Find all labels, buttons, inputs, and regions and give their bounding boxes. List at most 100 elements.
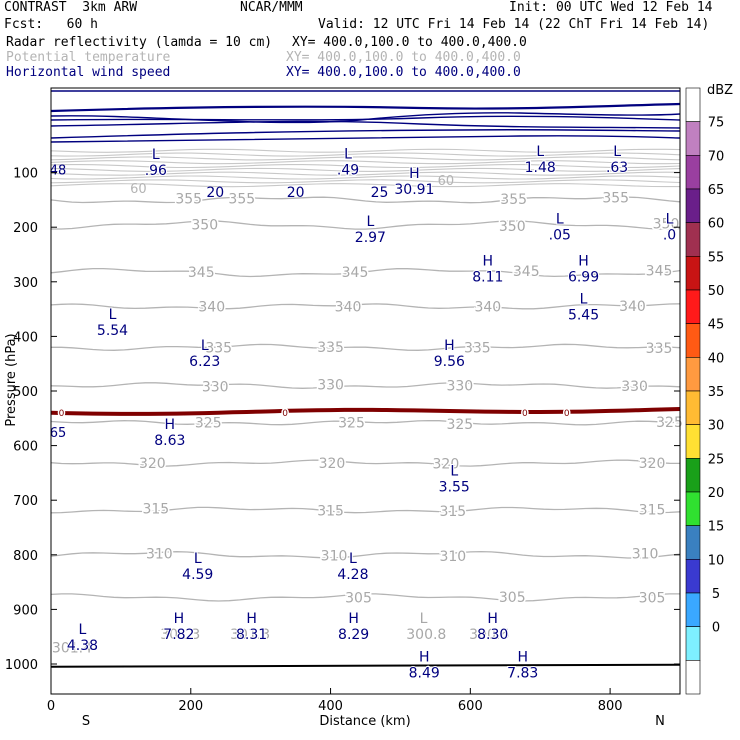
colorbar-level: 15	[708, 520, 725, 535]
zero-contour-label: 0	[522, 409, 528, 419]
isentrope-310	[50, 550, 681, 559]
wind-speed-layer: 20 20 25 0 0 0 0	[50, 90, 681, 420]
colorbar-swatch	[685, 491, 701, 526]
upper-isentrope	[50, 167, 681, 172]
x-end-left-label: S	[82, 714, 90, 729]
theta-extremum-type: L	[420, 611, 428, 627]
isentrope-label: 330	[202, 380, 229, 396]
extremum-value: 6.23	[189, 354, 220, 370]
extremum-h: H	[348, 611, 359, 627]
isentrope-label: 320	[433, 457, 460, 473]
extremum-l: L	[79, 622, 87, 638]
extremum-h: H	[578, 253, 589, 269]
isentrope-350	[51, 220, 681, 230]
isentrope-label: 310	[632, 547, 659, 563]
colorbar-level: 25	[708, 452, 725, 467]
isentrope-label: 315	[142, 501, 169, 517]
isentrope-label: 335	[205, 340, 232, 356]
upper-isentrope	[50, 179, 681, 184]
isentrope-label: 315	[639, 502, 666, 518]
wind-contour-label: 20	[206, 185, 224, 201]
colorbar-unit: dBZ	[707, 83, 733, 98]
isentrope-label: 340	[198, 299, 225, 315]
y-tick-label: 900	[13, 603, 38, 618]
x-tick-label: 400	[318, 699, 343, 714]
theta-extremum-value: 300.6	[469, 627, 509, 643]
edge-label: 60	[438, 174, 455, 189]
extremum-value: 4.28	[337, 567, 368, 583]
colorbar-level: 55	[708, 250, 725, 265]
colorbar-level: 75	[708, 116, 725, 131]
extremum-l: L	[366, 214, 374, 230]
y-tick-label: 200	[13, 221, 38, 236]
x-tick-label: 600	[458, 699, 483, 714]
isentrope-label: 310	[146, 547, 173, 563]
isentrope-label: 345	[188, 265, 215, 281]
isentrope-label: 325	[656, 415, 683, 431]
extremum-value: 6.99	[568, 269, 599, 285]
colorbar-level: 60	[708, 217, 725, 232]
isentrope-label: 350	[191, 217, 218, 233]
extremum-value: 8.30	[477, 627, 508, 643]
init-time: Init: 00 UTC Wed 12 Feb 14	[509, 0, 713, 15]
isentrope-label: 320	[319, 456, 346, 472]
wind-contour	[50, 135, 681, 143]
isentrope-330	[50, 382, 681, 389]
zero-contour-label: 0	[282, 409, 288, 419]
isentrope-label: 355	[500, 192, 527, 208]
extremum-l: L	[536, 144, 544, 160]
forecast-hour: Fcst: 60 h	[4, 17, 98, 32]
wind-contour	[50, 102, 681, 113]
y-tick-label: 300	[13, 276, 38, 291]
extremum-l: L	[194, 551, 202, 567]
wind-contour	[50, 115, 681, 121]
extremum-value: 8.31	[236, 627, 267, 643]
colorbar-level: 50	[708, 284, 725, 299]
extremum-l: L	[666, 211, 674, 227]
isentrope-label: 345	[646, 263, 673, 279]
isentrope-label: 355	[228, 191, 255, 207]
extremum-l: L	[580, 292, 588, 308]
colorbar-swatch	[685, 626, 701, 661]
colorbar-level: 45	[708, 318, 725, 333]
extremum-l: L	[613, 144, 621, 160]
field-reflectivity-name: Radar reflectivity (lamda = 10 cm)	[6, 35, 273, 50]
colorbar-swatch	[685, 424, 701, 459]
colorbar-swatch	[685, 188, 701, 223]
theta-extremum-value: 301.4	[52, 641, 92, 657]
extremum-h: H	[444, 338, 455, 354]
isentrope-325	[50, 419, 681, 426]
wind-contour-label: 20	[287, 185, 305, 201]
model-title: CONTRAST 3km ARW	[4, 0, 138, 15]
colorbar-swatch	[685, 559, 701, 594]
x-end-right-label: N	[655, 714, 665, 729]
isentrope-345	[50, 267, 681, 278]
isentrope-label: 345	[513, 264, 540, 280]
isentrope-355	[50, 196, 681, 204]
colorbar-swatch	[685, 660, 701, 695]
isentrope-320	[50, 459, 681, 467]
isentrope-label: 345	[342, 265, 369, 281]
surface-line	[50, 663, 681, 668]
isentrope-305	[50, 593, 680, 602]
extremum-value: 8.49	[409, 665, 440, 681]
colorbar-swatch	[685, 357, 701, 392]
colorbar-level: 35	[708, 385, 725, 400]
valid-time: Valid: 12 UTC Fri 14 Feb 14 (22 ChT Fri …	[318, 17, 710, 32]
isentrope-335	[51, 343, 681, 351]
colorbar-swatch	[685, 222, 701, 257]
wind-contour	[50, 129, 681, 139]
field-theta-name: Potential temperature	[6, 50, 171, 65]
zero-contour-label: 0	[59, 409, 65, 419]
extremum-value: 7.82	[163, 627, 194, 643]
isentrope-label: 335	[317, 340, 344, 356]
extremum-value: 5.45	[568, 308, 599, 324]
isentrope-label: 310	[321, 548, 348, 564]
isentrope-340	[50, 303, 681, 310]
extremum-value: .49	[337, 162, 359, 178]
isentrope-label: 305	[345, 590, 372, 606]
field-theta-xy: XY= 400.0,100.0 to 400.0,400.0	[286, 50, 521, 65]
